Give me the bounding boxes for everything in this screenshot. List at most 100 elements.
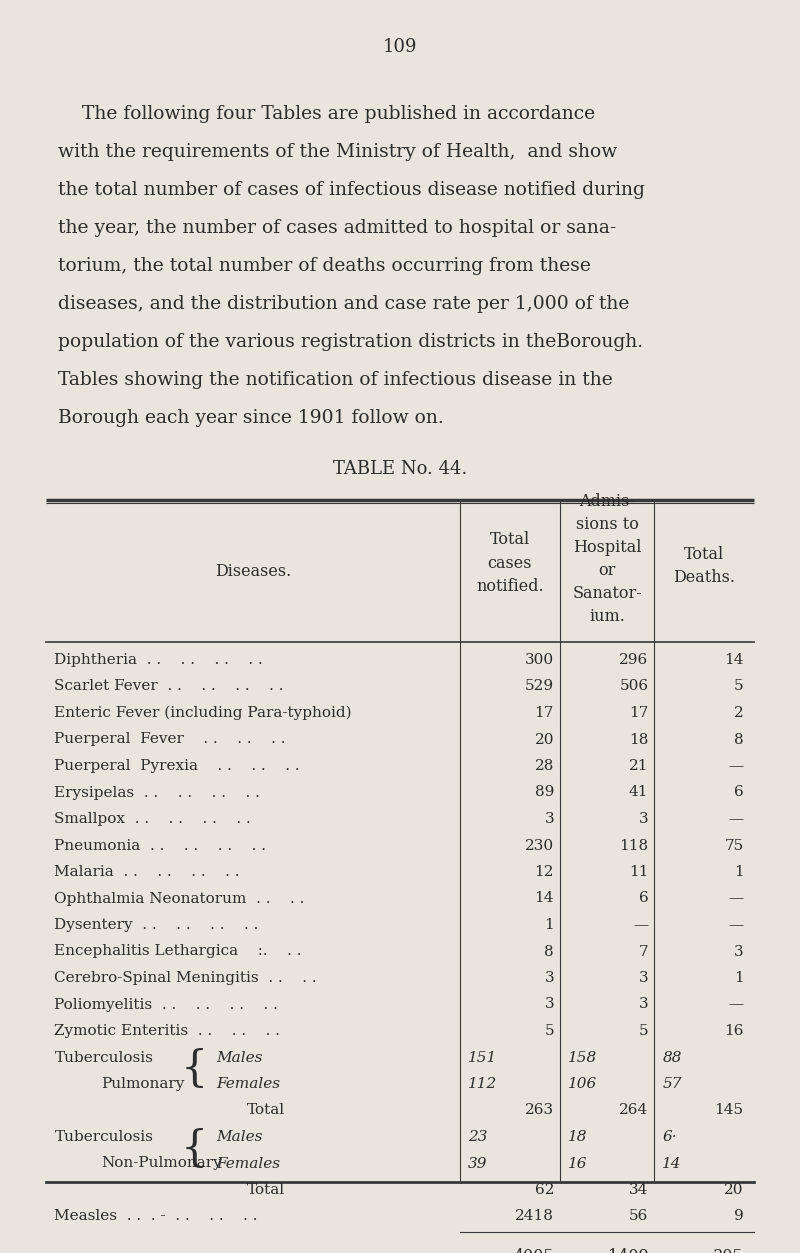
Text: TABLE No. 44.: TABLE No. 44. xyxy=(333,460,467,477)
Text: 158: 158 xyxy=(568,1050,598,1065)
Text: 56: 56 xyxy=(629,1209,648,1223)
Text: 529: 529 xyxy=(525,679,554,693)
Text: 5: 5 xyxy=(734,679,743,693)
Text: 34: 34 xyxy=(629,1183,648,1197)
Text: 3: 3 xyxy=(544,812,554,826)
Text: Erysipelas  . .    . .    . .    . .: Erysipelas . . . . . . . . xyxy=(54,786,260,799)
Text: 8: 8 xyxy=(734,733,743,747)
Text: Total: Total xyxy=(246,1183,285,1197)
Text: Total: Total xyxy=(246,1104,285,1118)
Text: Tables showing the notification of infectious disease in the: Tables showing the notification of infec… xyxy=(58,371,612,388)
Text: Total
Deaths.: Total Deaths. xyxy=(673,546,735,586)
Text: Puerperal  Pyrexia    . .    . .    . .: Puerperal Pyrexia . . . . . . xyxy=(54,759,300,773)
Text: Pneumonia  . .    . .    . .    . .: Pneumonia . . . . . . . . xyxy=(54,838,266,852)
Text: 88: 88 xyxy=(662,1050,682,1065)
Text: 14: 14 xyxy=(662,1157,682,1170)
Text: 16: 16 xyxy=(568,1157,587,1170)
Text: 9: 9 xyxy=(734,1209,743,1223)
Text: 89: 89 xyxy=(534,786,554,799)
Text: Tuberculosis: Tuberculosis xyxy=(54,1130,154,1144)
Text: Malaria  . .    . .    . .    . .: Malaria . . . . . . . . xyxy=(54,865,240,880)
Text: 109: 109 xyxy=(382,38,418,56)
Text: 11: 11 xyxy=(629,865,648,880)
Text: Cerebro-Spinal Meningitis  . .    . .: Cerebro-Spinal Meningitis . . . . xyxy=(54,971,317,985)
Text: 264: 264 xyxy=(619,1104,648,1118)
Text: {: { xyxy=(181,1128,208,1170)
Text: —: — xyxy=(728,918,743,932)
Text: —: — xyxy=(633,918,648,932)
Text: Diphtheria  . .    . .    . .    . .: Diphtheria . . . . . . . . xyxy=(54,653,263,667)
Text: 18: 18 xyxy=(568,1130,587,1144)
Text: 2: 2 xyxy=(734,705,743,720)
Text: 3: 3 xyxy=(734,945,743,959)
Text: 4005: 4005 xyxy=(514,1248,554,1253)
Text: —: — xyxy=(728,891,743,906)
Text: 118: 118 xyxy=(619,838,648,852)
Text: Non-Pulmonary: Non-Pulmonary xyxy=(102,1157,222,1170)
Text: Puerperal  Fever    . .    . .    . .: Puerperal Fever . . . . . . xyxy=(54,733,286,747)
Text: Pulmonary: Pulmonary xyxy=(102,1078,185,1091)
Text: the total number of cases of infectious disease notified during: the total number of cases of infectious … xyxy=(58,180,645,199)
Text: 263: 263 xyxy=(525,1104,554,1118)
Text: 6·: 6· xyxy=(662,1130,677,1144)
Text: 106: 106 xyxy=(568,1078,598,1091)
Text: {: { xyxy=(181,1049,208,1090)
Text: 3: 3 xyxy=(544,971,554,985)
Text: Ophthalmia Neonatorum  . .    . .: Ophthalmia Neonatorum . . . . xyxy=(54,891,305,906)
Text: 3: 3 xyxy=(638,971,648,985)
Text: 7: 7 xyxy=(638,945,648,959)
Text: 14: 14 xyxy=(534,891,554,906)
Text: 506: 506 xyxy=(619,679,648,693)
Text: Scarlet Fever  . .    . .    . .    . .: Scarlet Fever . . . . . . . . xyxy=(54,679,284,693)
Text: Admis-
sions to
Hospital
or
Sanator-
ium.: Admis- sions to Hospital or Sanator- ium… xyxy=(572,494,642,625)
Text: 21: 21 xyxy=(629,759,648,773)
Text: Encephalitis Lethargica    :.    . .: Encephalitis Lethargica :. . . xyxy=(54,945,302,959)
Text: —: — xyxy=(728,812,743,826)
Text: 3: 3 xyxy=(544,997,554,1011)
Text: —: — xyxy=(728,997,743,1011)
Text: 1409: 1409 xyxy=(608,1248,648,1253)
Text: Smallpox  . .    . .    . .    . .: Smallpox . . . . . . . . xyxy=(54,812,251,826)
Text: Males: Males xyxy=(216,1130,263,1144)
Text: Females: Females xyxy=(216,1157,281,1170)
Text: 112: 112 xyxy=(468,1078,498,1091)
Text: 39: 39 xyxy=(468,1157,487,1170)
Text: 1: 1 xyxy=(544,918,554,932)
Text: Poliomyelitis  . .    . .    . .    . .: Poliomyelitis . . . . . . . . xyxy=(54,997,278,1011)
Text: 14: 14 xyxy=(724,653,743,667)
Text: Diseases.: Diseases. xyxy=(215,563,291,579)
Text: 20: 20 xyxy=(724,1183,743,1197)
Text: 23: 23 xyxy=(468,1130,487,1144)
Text: 17: 17 xyxy=(629,705,648,720)
Text: 75: 75 xyxy=(724,838,743,852)
Text: torium, the total number of deaths occurring from these: torium, the total number of deaths occur… xyxy=(58,257,590,274)
Text: Enteric Fever (including Para-typhoid): Enteric Fever (including Para-typhoid) xyxy=(54,705,352,720)
Text: Dysentery  . .    . .    . .    . .: Dysentery . . . . . . . . xyxy=(54,918,258,932)
Text: 12: 12 xyxy=(534,865,554,880)
Text: 20: 20 xyxy=(534,733,554,747)
Text: 28: 28 xyxy=(534,759,554,773)
Text: 57: 57 xyxy=(662,1078,682,1091)
Text: the year, the number of cases admitted to hospital or sana-: the year, the number of cases admitted t… xyxy=(58,219,616,237)
Text: 16: 16 xyxy=(724,1024,743,1037)
Text: 145: 145 xyxy=(714,1104,743,1118)
Text: 1: 1 xyxy=(734,971,743,985)
Text: 151: 151 xyxy=(468,1050,498,1065)
Text: 3: 3 xyxy=(638,997,648,1011)
Text: 2418: 2418 xyxy=(515,1209,554,1223)
Text: Tuberculosis: Tuberculosis xyxy=(54,1050,154,1065)
Text: The following four Tables are published in accordance: The following four Tables are published … xyxy=(58,105,594,123)
Text: Zymotic Enteritis  . .    . .    . .: Zymotic Enteritis . . . . . . xyxy=(54,1024,280,1037)
Text: 300: 300 xyxy=(525,653,554,667)
Text: Borough each year since 1901 follow on.: Borough each year since 1901 follow on. xyxy=(58,408,443,427)
Text: 5: 5 xyxy=(638,1024,648,1037)
Text: 6: 6 xyxy=(638,891,648,906)
Text: 5: 5 xyxy=(544,1024,554,1037)
Text: population of the various registration districts in theBorough.: population of the various registration d… xyxy=(58,333,642,351)
Text: 296: 296 xyxy=(619,653,648,667)
Text: with the requirements of the Ministry of Health,  and show: with the requirements of the Ministry of… xyxy=(58,143,617,160)
Text: —: — xyxy=(728,759,743,773)
Text: Measles  . .  . -  . .    . .    . .: Measles . . . - . . . . . . xyxy=(54,1209,258,1223)
Text: diseases, and the distribution and case rate per 1,000 of the: diseases, and the distribution and case … xyxy=(58,294,629,313)
Text: 62: 62 xyxy=(534,1183,554,1197)
